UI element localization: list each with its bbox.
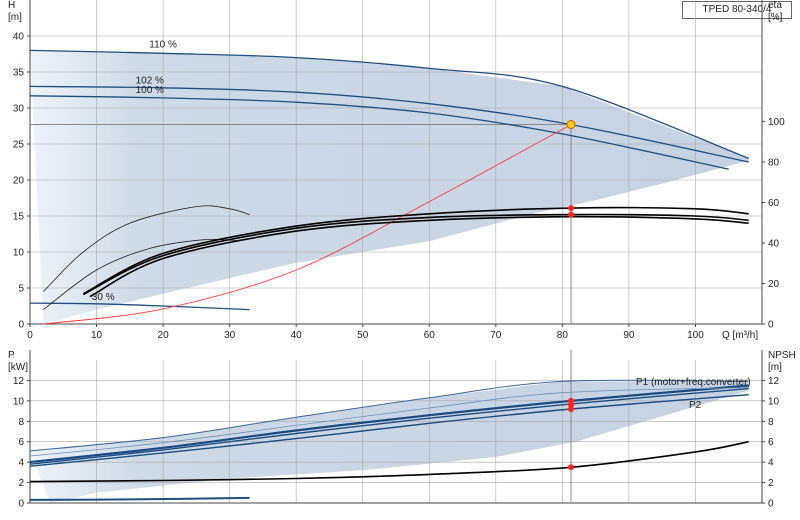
head-operating-marker xyxy=(568,205,575,212)
power-y-tick-label: 10 xyxy=(13,396,25,407)
power-y2-label: NPSH xyxy=(768,350,796,361)
head-series-eta_thin xyxy=(43,238,237,310)
head-series-speed xyxy=(29,95,729,170)
head-y-tick-label: 30 xyxy=(13,104,25,115)
x-tick-label: 90 xyxy=(623,330,635,341)
power-y-tick-label: 0 xyxy=(18,499,24,510)
power-y-tick-label: 6 xyxy=(18,437,24,448)
x-tick-label: 60 xyxy=(424,330,436,341)
power-series-p1b xyxy=(29,387,749,465)
head-y2-tick-label: 100 xyxy=(768,117,785,128)
head-plot: 0 5 10 15 20 25 30 35 40 0 20 40 60 80 100 H[m] eta[%] 0 1… xyxy=(8,0,785,341)
head-y2-tick-label: 60 xyxy=(768,198,780,209)
duty-point-marker xyxy=(566,120,576,130)
x-axis-label: Q [m³/h] xyxy=(722,330,758,341)
p1-series-label: P1 (motor+freq.converter) xyxy=(636,377,751,388)
head-y2-tick-label: 80 xyxy=(768,158,780,169)
x-tick-label: 10 xyxy=(91,330,103,341)
head-y2-tick-label: 20 xyxy=(768,279,780,290)
head-y2-tick-label: 0 xyxy=(768,320,774,331)
head-operating-range xyxy=(30,50,749,325)
power-y2-unit: [m] xyxy=(768,362,782,373)
power-series-npsh xyxy=(29,440,749,483)
power-operating-marker xyxy=(568,464,575,471)
x-tick-label: 0 xyxy=(27,330,33,341)
power-plot: 0 2 4 6 8 10 12 0 2 4 6 8 10 12 P[kW] NPSH[m] P1 (motor+… xyxy=(8,350,796,510)
head-operating-marker xyxy=(568,211,575,218)
head-y-tick-label: 25 xyxy=(13,140,25,151)
x-tick-label: 30 xyxy=(224,330,236,341)
speed-label: 100 % xyxy=(136,85,164,96)
head-y2-tick-label: 40 xyxy=(768,239,780,250)
head-y2-label: eta xyxy=(768,0,782,11)
power-y-label: P xyxy=(8,350,15,361)
head-y-tick-label: 35 xyxy=(13,68,25,79)
head-y-tick-label: 10 xyxy=(13,248,25,259)
head-series-eta xyxy=(89,215,749,298)
x-tick-label: 40 xyxy=(291,330,303,341)
head-series-speed xyxy=(29,302,250,311)
power-operating-marker xyxy=(568,406,575,413)
p2-series-label: P2 xyxy=(689,400,702,411)
head-series-eta_thin xyxy=(43,205,250,292)
x-tick-label: 80 xyxy=(557,330,569,341)
power-y2-tick-label: 12 xyxy=(768,376,780,387)
power-y2-tick-label: 6 xyxy=(768,437,774,448)
head-series-eta xyxy=(82,213,749,296)
head-y-unit: [m] xyxy=(8,12,22,23)
power-y-unit: [kW] xyxy=(8,362,28,373)
head-series-speed xyxy=(29,49,749,160)
head-series-eta xyxy=(82,206,749,295)
power-y2-tick-label: 8 xyxy=(768,417,774,428)
power-operating-range xyxy=(30,381,749,503)
head-y-tick-label: 15 xyxy=(13,212,25,223)
speed-label: 110 % xyxy=(149,40,177,51)
power-y2-tick-label: 4 xyxy=(768,458,774,469)
power-y-tick-label: 12 xyxy=(13,376,25,387)
power-series-p_upper xyxy=(29,379,749,452)
power-y2-tick-label: 10 xyxy=(768,396,780,407)
head-series-speed xyxy=(29,85,749,163)
head-series-system xyxy=(43,124,572,325)
head-y2-unit: [%] xyxy=(768,12,783,23)
head-y-tick-label: 40 xyxy=(13,32,25,43)
speed-label: 102 % xyxy=(136,76,164,87)
speed-label: 30 % xyxy=(92,292,115,303)
power-y2-tick-label: 2 xyxy=(768,478,774,489)
pump-model-label: TPED 80-340/4 xyxy=(682,1,792,19)
head-y-tick-label: 0 xyxy=(18,320,24,331)
x-tick-label: 50 xyxy=(357,330,369,341)
power-y-tick-label: 4 xyxy=(18,458,24,469)
power-y-tick-label: 8 xyxy=(18,417,24,428)
power-series-p1 xyxy=(29,384,749,464)
head-y-label: H xyxy=(8,0,15,11)
x-tick-label: 100 xyxy=(687,330,704,341)
power-series-p2 xyxy=(29,394,749,467)
head-y-tick-label: 5 xyxy=(18,284,24,295)
head-y-tick-label: 20 xyxy=(13,176,25,187)
x-tick-label: 20 xyxy=(158,330,170,341)
power-series-npsh_low xyxy=(29,496,250,501)
power-y-tick-label: 2 xyxy=(18,478,24,489)
power-y2-tick-label: 0 xyxy=(768,499,774,510)
x-tick-label: 70 xyxy=(490,330,502,341)
power-series-p_thin xyxy=(29,387,749,457)
